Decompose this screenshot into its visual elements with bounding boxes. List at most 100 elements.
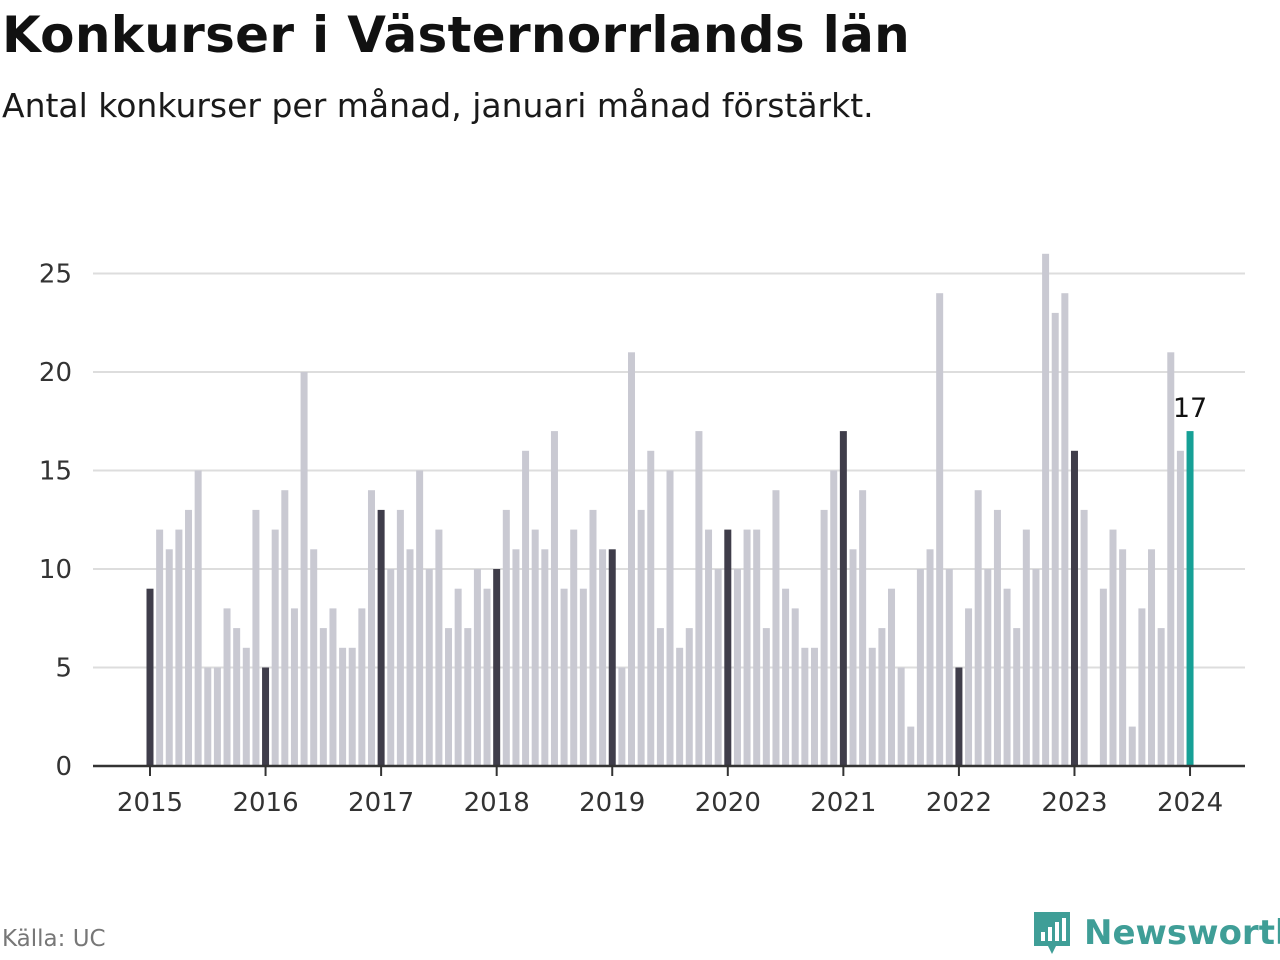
bar [868, 647, 876, 766]
bar [714, 569, 722, 766]
bar [974, 490, 982, 766]
newsworthy-logo-icon [1034, 912, 1070, 954]
bar [367, 490, 375, 766]
bar [1157, 628, 1165, 766]
bar [762, 628, 770, 766]
x-tick-label: 2021 [810, 788, 876, 818]
bar [194, 470, 202, 766]
bar [916, 569, 924, 766]
bar [358, 608, 366, 766]
bar [965, 608, 973, 766]
bar [753, 529, 761, 766]
bar [810, 647, 818, 766]
bar [1176, 450, 1184, 766]
bar [435, 529, 443, 766]
chart-subtitle: Antal konkurser per månad, januari månad… [2, 86, 874, 125]
bar [849, 549, 857, 766]
x-tick-label: 2022 [926, 788, 992, 818]
bar [242, 647, 250, 766]
bar [724, 529, 732, 766]
latest-value-label: 17 [1173, 393, 1207, 424]
bar [483, 588, 491, 766]
x-tick-label: 2020 [695, 788, 761, 818]
bar [531, 529, 539, 766]
bar [945, 569, 953, 766]
bar [1070, 450, 1078, 766]
bar [1128, 726, 1136, 766]
brand-name: Newsworthy [1084, 913, 1280, 953]
bar [599, 549, 607, 766]
bar [907, 726, 915, 766]
bar [782, 588, 790, 766]
bar [1003, 588, 1011, 766]
y-tick-label: 0 [55, 752, 72, 782]
bar [984, 569, 992, 766]
bar [676, 647, 684, 766]
bar [156, 529, 164, 766]
x-tick-label: 2018 [464, 788, 530, 818]
bar [897, 667, 905, 766]
bar [416, 470, 424, 766]
y-tick-label: 10 [39, 555, 72, 585]
y-tick-label: 5 [55, 654, 72, 684]
bar [348, 647, 356, 766]
x-tick-label: 2024 [1157, 788, 1223, 818]
bar [1051, 312, 1059, 766]
bar [406, 549, 414, 766]
source-note: Källa: UC [2, 926, 106, 952]
bar [820, 509, 828, 766]
bar [550, 431, 558, 766]
bar [1186, 431, 1194, 766]
bar [878, 628, 886, 766]
bar [213, 667, 221, 766]
bar [1138, 608, 1146, 766]
bar [666, 470, 674, 766]
bar [926, 549, 934, 766]
bar [936, 293, 944, 766]
bar [656, 628, 664, 766]
bar [570, 529, 578, 766]
y-tick-label: 15 [39, 457, 72, 487]
bar [502, 509, 510, 766]
bar [993, 509, 1001, 766]
bar [445, 628, 453, 766]
bar [647, 450, 655, 766]
bar [705, 529, 713, 766]
bar [637, 509, 645, 766]
bar [377, 509, 385, 766]
bar [579, 588, 587, 766]
bar [859, 490, 867, 766]
brand-logo: Newsworthy [1032, 910, 1280, 956]
bar [473, 569, 481, 766]
bar [733, 569, 741, 766]
bar [839, 431, 847, 766]
bar [1080, 509, 1088, 766]
bar [454, 588, 462, 766]
bar [589, 509, 597, 766]
bar [204, 667, 212, 766]
bar [387, 569, 395, 766]
bar [262, 667, 270, 766]
bar [955, 667, 963, 766]
bar [541, 549, 549, 766]
y-tick-label: 20 [39, 358, 72, 388]
bar [493, 569, 501, 766]
bar [1061, 293, 1069, 766]
bar [271, 529, 279, 766]
bar [743, 529, 751, 766]
bar [233, 628, 241, 766]
bar [888, 588, 896, 766]
bar [830, 470, 838, 766]
bar [1013, 628, 1021, 766]
bar [695, 431, 703, 766]
bar [560, 588, 568, 766]
bar [339, 647, 347, 766]
bar [618, 667, 626, 766]
bar [1042, 253, 1050, 767]
bar [801, 647, 809, 766]
bar [290, 608, 298, 766]
bar [1022, 529, 1030, 766]
bar [628, 352, 635, 766]
y-tick-label: 25 [39, 260, 72, 290]
chart-title: Konkurser i Västernorrlands län [2, 6, 911, 64]
